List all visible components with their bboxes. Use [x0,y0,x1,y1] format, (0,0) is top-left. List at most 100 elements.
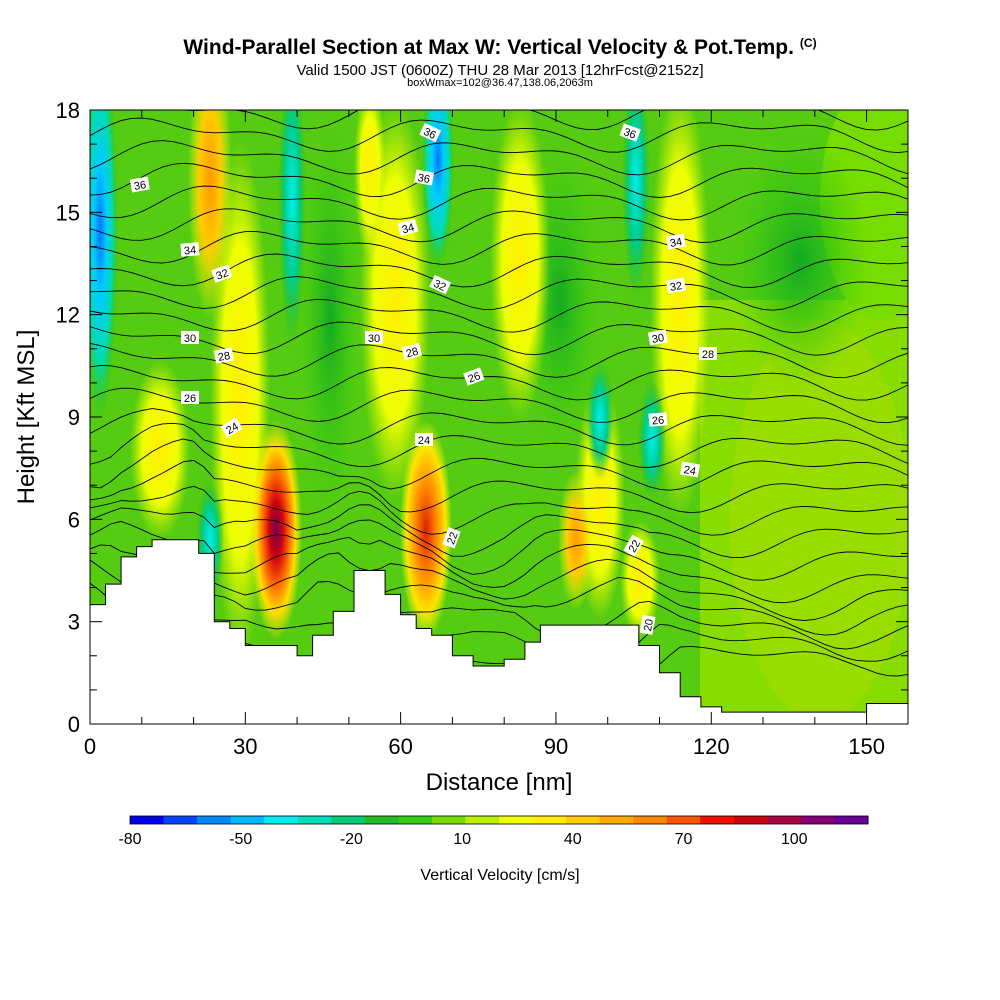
colorbar-swatch [398,816,433,824]
y-tick-label: 18 [56,98,80,123]
colorbar-swatch [230,816,265,824]
contour-label-text: 34 [669,236,683,250]
field-updraft-core [558,470,594,610]
contour-label: 26 [648,412,668,428]
contour-label: 34 [397,218,419,237]
contour-label-text: 32 [215,267,231,282]
contour-label-text: 22 [445,531,460,547]
colorbar-swatch [733,816,768,824]
colorbar-tick-label: 10 [453,831,471,848]
isentrope-line [90,162,908,198]
isentrope-line [90,552,908,621]
contour-label: 20 [639,614,656,635]
colorbar-label: Vertical Velocity [cm/s] [420,867,579,884]
contour-label: 32 [429,274,452,295]
field-downdraft-band [422,110,454,270]
x-tick-label: 30 [233,734,257,759]
colorbar-swatch [834,816,869,824]
isentrope-line [90,276,908,311]
field-yellow-column [490,110,550,420]
colorbar-swatch [331,816,366,824]
isentrope-line [90,536,908,604]
potential-temperature-contours [90,73,908,710]
colorbar-swatch [364,816,399,824]
colorbar-tick-label: 70 [675,831,693,848]
isentrope-line [90,485,908,536]
field-yellow-column [130,360,190,540]
isentrope-line [90,73,908,108]
contour-label: 26 [463,367,485,386]
contour-label-text: 28 [217,350,231,364]
x-tick-label: 60 [388,734,412,759]
contour-label: 30 [647,329,668,346]
contour-label: 36 [414,169,435,186]
contour-label-text: 24 [683,464,697,478]
field-downdraft-band [278,110,306,350]
contour-label-text: 20 [642,618,656,632]
x-tick-label: 90 [544,734,568,759]
colorbar-swatch [499,816,534,824]
colorbar-tick-label: -80 [118,831,141,848]
colorbar-tick-label: 40 [564,831,582,848]
y-tick-label: 6 [68,507,80,532]
contour-label: 36 [419,122,442,143]
x-tick-label: 150 [848,734,885,759]
contour-label: 24 [415,433,433,447]
contour-label-text: 34 [401,222,416,237]
contour-label-text: 36 [622,126,638,141]
y-tick-label: 0 [68,712,80,737]
contour-labels: 3636363634343432323230303028282828262626… [129,122,717,635]
isentrope-line [90,298,908,334]
x-axis-ticks: 0 30 60 90 120 150 [84,110,885,759]
field-warm-column [354,110,386,260]
colorbar-swatch [700,816,735,824]
y-tick-label: 15 [56,200,80,225]
contour-label-text: 26 [184,393,196,405]
colorbar-swatch [566,816,601,824]
x-axis-label: Distance [nm] [426,769,573,796]
colorbar: -80 -50 -20 10 40 70 100 [118,815,869,848]
contour-label: 32 [211,264,233,283]
colorbar-swatch [532,816,567,824]
contour-label-text: 28 [702,349,714,361]
contour-label: 28 [401,342,423,361]
terrain-mask [89,539,909,725]
contour-label: 28 [213,347,234,364]
contour-label-text: 34 [183,244,196,257]
field-dark-patch [300,120,360,520]
y-tick-label: 12 [56,303,80,328]
contour-label-text: 28 [405,346,420,361]
contour-label: 26 [181,391,199,405]
field-updraft-core [250,420,302,640]
contour-label-text: 36 [133,179,147,193]
contour-label: 34 [180,242,200,258]
colorbar-swatch [264,816,299,824]
chart-subtitle-2: boxWmax=102@36.47,138.06,2063m [407,77,593,89]
y-tick-label: 3 [68,610,80,635]
field-updraft-core [400,420,452,640]
colorbar-swatch [197,816,232,824]
contour-label: 34 [665,233,686,250]
contour-label: 30 [181,331,199,345]
colorbar-tick-label: -50 [229,831,252,848]
contour-label: 24 [220,417,243,438]
contour-label: 24 [680,461,701,478]
field-downdraft-band [622,110,650,300]
contour-label-text: 24 [224,421,241,438]
chart-title: Wind-Parallel Section at Max W: Vertical… [183,36,817,59]
colorbar-frame [129,815,869,825]
isentrope-line [90,342,908,379]
isentrope-line [90,438,908,491]
contour-label: 36 [129,176,150,193]
colorbar-swatch [297,816,332,824]
isentrope-line [90,230,908,266]
contour-label: 22 [442,527,461,549]
contour-label: 32 [665,277,686,294]
chart-subtitle: Valid 1500 JST (0600Z) THU 28 Mar 2013 [… [296,62,704,79]
title-mark: (C) [799,36,817,50]
colorbar-swatch [431,816,466,824]
x-tick-label: 120 [693,734,730,759]
contour-label-text: 36 [417,172,431,186]
isentrope-line [90,364,908,401]
